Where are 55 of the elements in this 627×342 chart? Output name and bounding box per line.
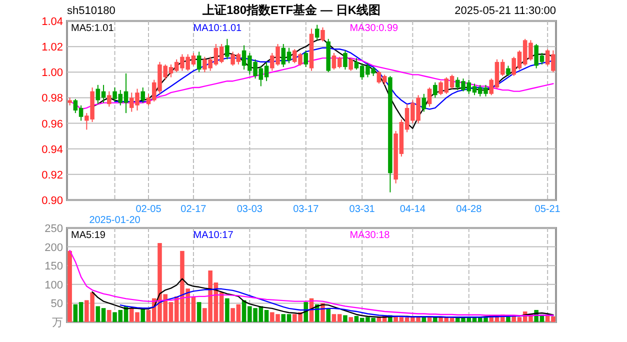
x-tick-label: 02-17 bbox=[180, 204, 207, 215]
x-tick-label: 04-14 bbox=[400, 204, 426, 215]
candlestick bbox=[433, 82, 438, 98]
chart-title: 上证180指数ETF基金 — 日K线图 bbox=[201, 3, 381, 17]
bar bbox=[326, 308, 330, 322]
text: MA10:1.01 bbox=[193, 23, 242, 34]
candlestick bbox=[225, 38, 230, 60]
y-tick-label: 万 bbox=[52, 317, 63, 329]
y-tick-label: 0.92 bbox=[42, 169, 63, 182]
bar bbox=[68, 250, 72, 322]
candlestick bbox=[427, 86, 432, 108]
x-tick-label: 03-17 bbox=[293, 204, 320, 215]
candlestick bbox=[320, 26, 325, 42]
bar bbox=[107, 310, 112, 322]
x-tick-label: 03-31 bbox=[349, 204, 376, 215]
bar bbox=[433, 317, 438, 322]
bar bbox=[348, 317, 353, 322]
x-tick-label: 03-03 bbox=[236, 204, 263, 215]
text: 2025-05-21 11:30:00 bbox=[454, 5, 556, 17]
y-tick-label: 0.96 bbox=[42, 118, 63, 130]
y-tick-label: 250 bbox=[44, 223, 63, 235]
candlestick bbox=[304, 50, 308, 68]
y-tick-label: 200 bbox=[44, 242, 63, 254]
text: MA30:18 bbox=[350, 230, 390, 241]
y-tick-label: 0.94 bbox=[42, 144, 63, 156]
x-tick-label: 02-05 bbox=[136, 204, 162, 215]
candlestick bbox=[343, 50, 348, 70]
text: sh510180 bbox=[67, 5, 116, 17]
x-tick-label: 05-21 bbox=[534, 204, 561, 215]
candlestick bbox=[107, 90, 112, 108]
y-tick-label: 150 bbox=[44, 260, 63, 273]
text: MA5:1.01 bbox=[71, 23, 114, 34]
bar bbox=[343, 315, 348, 322]
candlestick bbox=[422, 93, 426, 112]
x-tick-label: 2025-01-20 bbox=[89, 215, 141, 226]
bar bbox=[225, 298, 230, 322]
y-tick-label: 0.98 bbox=[42, 92, 63, 105]
bar bbox=[506, 316, 510, 322]
text: MA10:17 bbox=[193, 230, 234, 241]
y-tick-label: 0.90 bbox=[42, 195, 63, 207]
y-tick-label: 1.00 bbox=[42, 67, 63, 80]
candlestick bbox=[314, 24, 320, 41]
candlestick bbox=[348, 58, 353, 72]
bar bbox=[196, 302, 202, 322]
y-tick-label: 50 bbox=[50, 298, 63, 310]
text: MA5:19 bbox=[71, 230, 106, 241]
y-tick-label: 1.02 bbox=[42, 42, 63, 54]
x-tick-label: 04-28 bbox=[456, 204, 482, 215]
candlestick bbox=[196, 51, 202, 73]
line-series bbox=[69, 250, 554, 316]
text: MA30:0.99 bbox=[350, 23, 399, 34]
candlestick bbox=[140, 86, 146, 104]
y-tick-label: 1.04 bbox=[42, 16, 63, 28]
y-tick-label: 100 bbox=[44, 279, 63, 292]
candlestick bbox=[506, 65, 510, 76]
